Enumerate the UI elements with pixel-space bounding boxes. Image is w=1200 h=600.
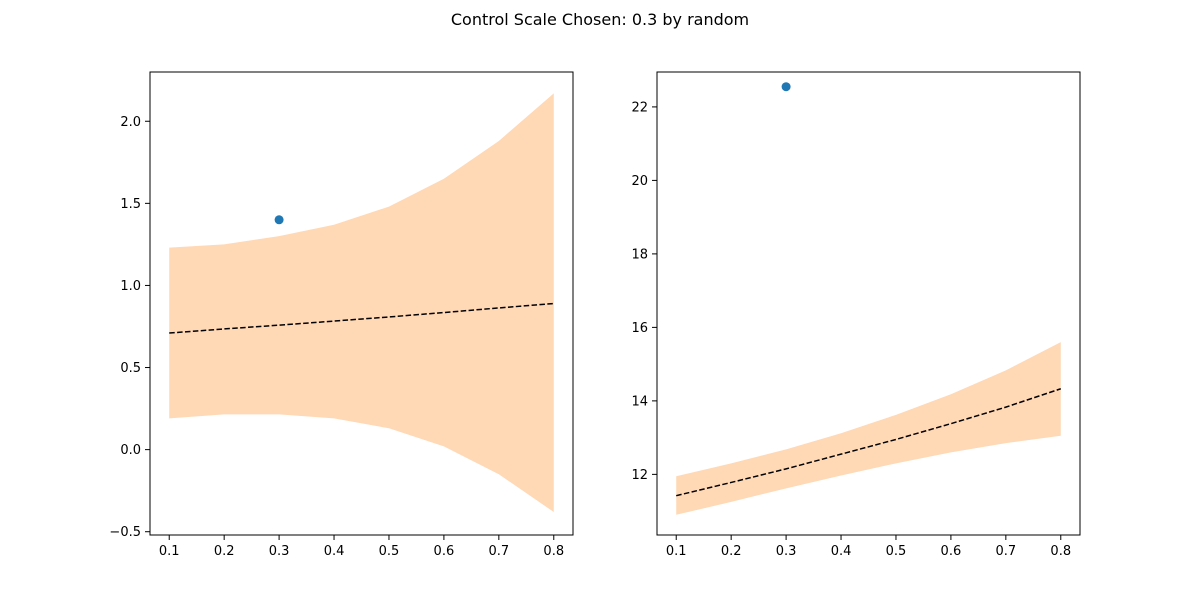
right-subplot: 0.1 0.2 0.3 0.4 0.5 0.6 0.7 0.8 12 14 16 18 20 22 — [631, 71, 1081, 559]
left-confidence-band — [169, 93, 554, 513]
right-x-tick-label: 0.6 — [941, 544, 962, 559]
left-y-tick-label: 0.5 — [120, 361, 141, 376]
right-y-tick-label: 18 — [631, 247, 648, 262]
left-x-tick-label: 0.3 — [269, 544, 290, 559]
left-y-tick-label: 0.0 — [120, 443, 141, 458]
left-y-tick-label: −0.5 — [109, 525, 141, 540]
left-x-tick-label: 0.8 — [543, 544, 564, 559]
left-y-tick-label: 2.0 — [120, 115, 141, 130]
left-x-tick-label: 0.2 — [214, 544, 235, 559]
left-x-tick-label: 0.5 — [379, 544, 400, 559]
right-x-tick-label: 0.5 — [886, 544, 907, 559]
left-x-tick-label: 0.7 — [488, 544, 509, 559]
left-y-tick-label: 1.0 — [120, 279, 141, 294]
left-mean-line — [169, 302, 554, 334]
right-x-tick-label: 0.8 — [1050, 544, 1071, 559]
left-subplot: 0.1 0.2 0.3 0.4 0.5 0.6 0.7 0.8 −0.5 0.0 0.5 1.0 1.5… — [109, 71, 574, 559]
right-y-tick-label: 14 — [631, 394, 648, 409]
right-x-tick-label: 0.7 — [995, 544, 1016, 559]
right-y-tick-label: 16 — [631, 321, 648, 336]
right-confidence-band — [676, 342, 1061, 515]
right-axes-frame — [656, 71, 1081, 536]
right-x-tick-label: 0.2 — [721, 544, 742, 559]
right-y-tick-label: 12 — [631, 468, 648, 483]
right-y-tick-label: 20 — [631, 174, 648, 189]
left-y-tick-label: 1.5 — [120, 197, 141, 212]
left-axes-frame — [149, 71, 574, 536]
left-chosen-point — [274, 215, 284, 225]
left-x-tick-label: 0.6 — [434, 544, 455, 559]
right-x-tick-label: 0.1 — [666, 544, 687, 559]
right-x-tick-label: 0.3 — [776, 544, 797, 559]
figure-title: Control Scale Chosen: 0.3 by random — [451, 10, 749, 29]
right-x-tick-label: 0.4 — [831, 544, 852, 559]
right-chosen-point — [781, 82, 791, 92]
left-x-tick-label: 0.4 — [324, 544, 345, 559]
right-mean-line — [676, 388, 1062, 497]
left-x-tick-label: 0.1 — [159, 544, 180, 559]
right-y-tick-label: 22 — [631, 100, 648, 115]
